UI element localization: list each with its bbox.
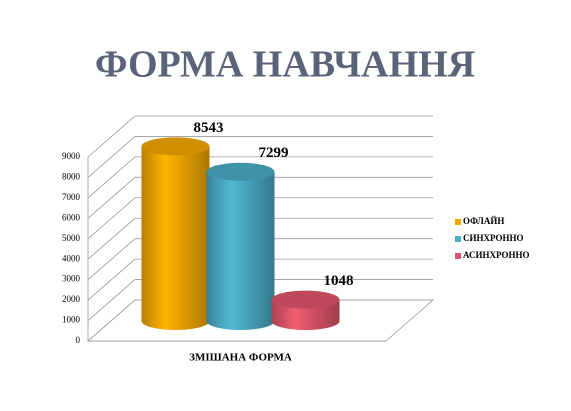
cylinder [206,162,275,330]
y-tick-label: 0 [76,335,81,345]
y-tick-label: 8000 [62,172,81,182]
cylinder [271,290,340,330]
y-tick-label: 2000 [62,294,81,304]
value-label: 7299 [259,145,289,161]
y-tick-label: 3000 [62,274,81,284]
legend-swatch [455,236,461,242]
grid-line [87,238,433,280]
grid-line [87,217,433,260]
cylinder-top [206,162,275,181]
grid-line [87,156,433,199]
y-tick-label: 1000 [62,315,81,325]
value-label: 1048 [324,273,354,289]
cylinder-top [141,137,210,156]
grid-line [87,258,433,301]
grid-line [87,197,433,240]
legend-label: АСИНХРОННО [463,250,530,260]
grid-line [87,176,433,219]
cylinder-top [271,290,340,309]
cylinder [141,137,210,330]
grid-line [87,136,433,178]
grid-line [87,115,433,158]
legend-swatch [455,253,461,259]
y-tick-label: 4000 [62,253,81,263]
cylinder-body [206,171,275,330]
legend-swatch [455,219,461,225]
chart-title: ФОРМА НАВЧАННЯ [95,44,475,86]
y-tick-label: 9000 [62,151,81,161]
legend-label: ОФЛАЙН [463,216,504,226]
y-tick-label: 7000 [62,192,81,202]
value-label: 8543 [194,120,224,136]
x-tick-label: ЗМІШАНА ФОРМА [189,352,292,364]
y-tick-label: 5000 [62,233,81,243]
y-tick-label: 6000 [62,212,81,222]
grid-line [87,279,433,321]
legend-label: СИНХРОННО [463,233,523,243]
cylinder-body [141,146,210,330]
